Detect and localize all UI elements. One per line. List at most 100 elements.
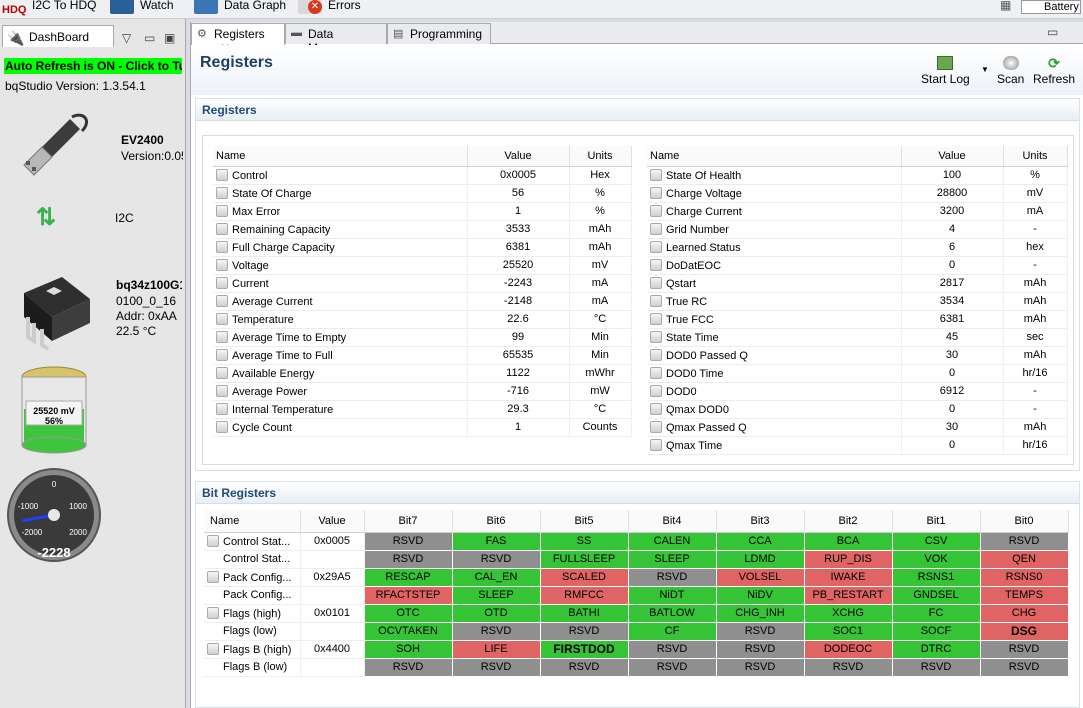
register-row[interactable]: Available Energy 1122 mWhr <box>213 364 632 383</box>
register-row[interactable]: Average Current -2148 mA <box>213 292 632 311</box>
register-name: Grid Number <box>666 223 729 236</box>
battery-label: Battery <box>1044 1 1079 13</box>
register-name-cell: True RC <box>647 292 902 311</box>
register-row[interactable]: Grid Number 4- <box>647 220 1068 239</box>
bit-cell: NiDV <box>716 586 805 605</box>
maximize-icon[interactable]: ▣ <box>164 31 176 45</box>
tab-programming[interactable]: ▤ Programming <box>387 23 491 44</box>
register-row[interactable]: Qmax Passed Q 30 mAh <box>647 418 1068 437</box>
register-row[interactable]: Charge Voltage 28800 mV <box>647 184 1068 203</box>
register-row[interactable]: DOD0 Passed Q 30 mAh <box>647 346 1068 365</box>
register-name-cell: Grid Number <box>647 220 902 239</box>
register-row[interactable]: True FCC 6381 mAh <box>647 310 1068 329</box>
editor-minimize-icon[interactable]: ▭ <box>1047 25 1059 39</box>
register-row[interactable]: Full Charge Capacity 6381 mAh <box>213 238 632 257</box>
register-row[interactable]: Remaining Capacity 3533 mAh <box>213 220 632 239</box>
register-row[interactable]: Cycle Count 1 Counts <box>213 418 632 437</box>
register-row[interactable]: Internal Temperature 29.3 °C <box>213 400 632 419</box>
bit-cell: RSVD <box>716 658 805 677</box>
bit-col-bit4: Bit4 <box>628 510 717 533</box>
i2c-to-hdq-button[interactable]: I2C To HDQ <box>32 0 96 14</box>
current-gauge: 0 -1000 1000 -2000 2000 -2228 <box>7 468 101 562</box>
bit-cell: CHG_INH <box>716 604 805 623</box>
watch-button[interactable]: Watch <box>110 0 174 14</box>
bit-register-name-cell: Pack Config... <box>204 586 301 605</box>
register-row[interactable]: Learned Status 6 hex <box>647 238 1068 257</box>
gauge-tick-1000: 1000 <box>69 502 87 511</box>
register-value: 3533 <box>467 220 570 239</box>
layout-icon[interactable]: ▦ <box>1000 0 1012 12</box>
scan-icon <box>1002 56 1019 70</box>
register-row[interactable]: Qmax DOD0 0- <box>647 400 1068 419</box>
bit-register-value: 0x29A5 <box>300 568 365 587</box>
register-row[interactable]: DOD0 6912- <box>647 382 1068 401</box>
start-log-button[interactable]: Start Log <box>921 56 970 86</box>
register-units: Min <box>569 328 632 347</box>
register-name-cell: DOD0 <box>647 382 902 401</box>
bit-register-row[interactable]: Flags (high) 0x0101 OTC OTD BATHI BATLOW CHG_I… <box>204 604 1069 623</box>
register-row[interactable]: Qstart 2817 mAh <box>647 274 1068 293</box>
dashboard-tab[interactable]: 🔌 DashBoard <box>2 25 114 47</box>
tab-registers[interactable]: ⚙ Registers ✕ <box>191 23 285 55</box>
register-row[interactable]: State Of Charge 56% <box>213 184 632 203</box>
battery-readout: 25520 mV 56% <box>24 406 84 426</box>
battery-button[interactable]: Battery <box>1021 0 1081 14</box>
bit-register-row[interactable]: Control Stat... RSVD RSVD FULLSLEEP SLEEP LDM… <box>204 550 1069 569</box>
register-row[interactable]: Qmax Time 0 hr/16 <box>647 436 1068 455</box>
register-name: DOD0 <box>666 385 697 398</box>
bit-register-row[interactable]: Flags B (high) 0x4400 SOH LIFE FIRSTDOD RSVD R… <box>204 640 1069 659</box>
lock-icon <box>207 570 219 583</box>
register-row[interactable]: Current -2243 mA <box>213 274 632 293</box>
register-units: mW <box>569 382 632 401</box>
start-log-dropdown-icon[interactable]: ▼ <box>981 65 989 74</box>
view-menu-icon[interactable]: ▽ <box>122 31 132 45</box>
errors-button[interactable]: ✕ Errors <box>298 0 361 14</box>
register-name-cell: Qmax Passed Q <box>647 418 902 437</box>
register-value: 6912 <box>901 382 1004 401</box>
register-value: 28800 <box>901 184 1004 203</box>
bit-register-row[interactable]: Control Stat... 0x0005 RSVD FAS SS CALEN CCA BC… <box>204 532 1069 551</box>
graph-icon <box>194 0 218 14</box>
data-graph-button[interactable]: Data Graph <box>194 0 286 14</box>
lock-icon <box>650 240 662 253</box>
bit-register-row[interactable]: Pack Config... RFACTSTEP SLEEP RMFCC NiDT NiD… <box>204 586 1069 605</box>
register-name-cell: Max Error <box>213 202 468 221</box>
register-name-cell: Remaining Capacity <box>213 220 468 239</box>
register-name-cell: Voltage <box>213 256 468 275</box>
register-row[interactable]: Average Power -716 mW <box>213 382 632 401</box>
minimize-icon[interactable]: ▭ <box>144 31 156 45</box>
register-name: Average Power <box>232 385 308 398</box>
register-row[interactable]: Max Error 1% <box>213 202 632 221</box>
register-row[interactable]: True RC 3534 mAh <box>647 292 1068 311</box>
bit-register-row[interactable]: Flags (low) OCVTAKEN RSVD RSVD CF RSVD SOC1 SOC… <box>204 622 1069 641</box>
register-row[interactable]: Average Time to Full 65535 Min <box>213 346 632 365</box>
bit-register-row[interactable]: Pack Config... 0x29A5 RESCAP CAL_EN SCALED RS… <box>204 568 1069 587</box>
bit-register-value <box>300 622 365 641</box>
register-row[interactable]: DOD0 Time 0 hr/16 <box>647 364 1068 383</box>
bit-register-name-cell: Flags B (low) <box>204 658 301 677</box>
lock-icon <box>650 168 662 181</box>
scan-button[interactable]: Scan <box>997 56 1024 86</box>
register-row[interactable]: State Time 45 sec <box>647 328 1068 347</box>
register-row[interactable]: State Of Health 100% <box>647 166 1068 185</box>
register-row[interactable]: Charge Current 3200 mA <box>647 202 1068 221</box>
refresh-button[interactable]: ⟳ Refresh <box>1033 56 1075 86</box>
register-value: 1 <box>467 418 570 437</box>
register-row[interactable]: Average Time to Empty 99 Min <box>213 328 632 347</box>
bit-register-name-cell: Flags B (high) <box>204 640 301 659</box>
tab-data-memory[interactable]: ▬ Data Memory <box>285 23 387 55</box>
bit-register-row[interactable]: Flags B (low) RSVD RSVD RSVD RSVD RSVD RSVD RSV… <box>204 658 1069 677</box>
bit-cell: RSVD <box>716 640 805 659</box>
register-name: Average Time to Full <box>232 349 333 362</box>
register-row[interactable]: Control 0x0005 Hex <box>213 166 632 185</box>
register-name: Average Current <box>232 295 313 308</box>
bit-register-name: Flags (high) <box>223 607 282 620</box>
register-row[interactable]: Voltage 25520 mV <box>213 256 632 275</box>
register-row[interactable]: DoDatEOC 0- <box>647 256 1068 275</box>
bit-cell: RUP_DIS <box>804 550 893 569</box>
register-name-cell: Average Time to Full <box>213 346 468 365</box>
bit-cell: LIFE <box>452 640 541 659</box>
register-name-cell: Average Time to Empty <box>213 328 468 347</box>
register-row[interactable]: Temperature 22.6 °C <box>213 310 632 329</box>
auto-refresh-toggle[interactable]: Auto Refresh is ON - Click to Tu <box>4 58 182 74</box>
